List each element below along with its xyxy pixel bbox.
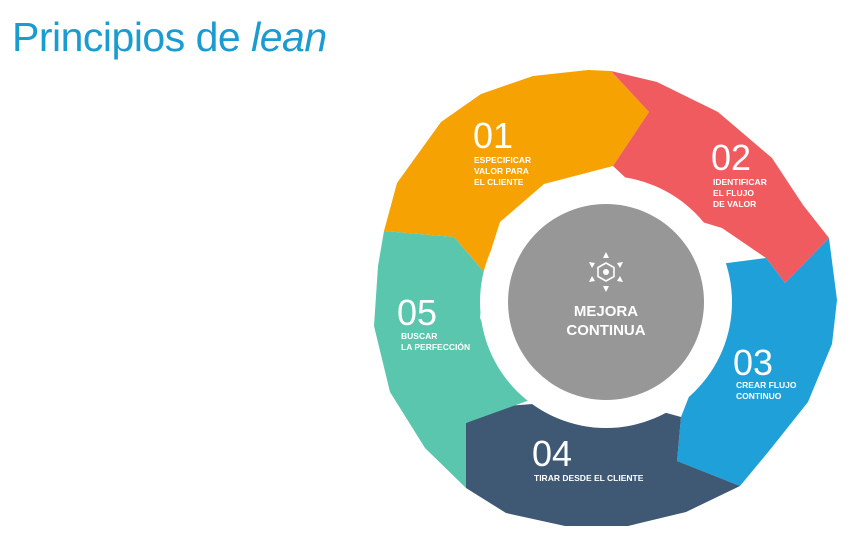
segment-02 xyxy=(611,71,829,283)
center-label-line2: CONTINUA xyxy=(566,322,645,339)
title-main: Principios de xyxy=(12,14,241,60)
center-label-line1: MEJORA xyxy=(574,303,638,320)
segment-01 xyxy=(384,70,649,272)
gear-cycle-icon xyxy=(589,252,623,292)
step-03-label-line2: CONTINUO xyxy=(736,391,782,401)
step-05-number: 05 xyxy=(397,292,437,333)
step-04-number: 04 xyxy=(532,433,572,474)
step-02-label-line3: DE VALOR xyxy=(713,199,756,209)
step-01-label-line3: EL CLIENTE xyxy=(474,177,524,187)
page-title: Principios de lean xyxy=(12,14,327,61)
step-02-label-line2: EL FLUJO xyxy=(713,188,754,198)
segment-04 xyxy=(466,403,740,526)
step-02-label-line1: IDENTIFICAR xyxy=(713,177,767,187)
step-04-label-line1: TIRAR DESDE EL CLIENTE xyxy=(534,473,644,483)
center-hub xyxy=(508,204,704,400)
step-03-number: 03 xyxy=(733,342,773,383)
step-01-label-line2: VALOR PARA xyxy=(474,166,529,176)
step-05-label-line2: LA PERFECCIÓN xyxy=(401,341,470,352)
step-05-label-line1: BUSCAR xyxy=(401,331,437,341)
title-emphasis: lean xyxy=(251,14,327,60)
step-01-number: 01 xyxy=(473,115,513,156)
step-01-label-line1: ESPECIFICAR xyxy=(474,155,531,165)
step-02-number: 02 xyxy=(711,137,751,178)
segment-05 xyxy=(374,231,530,488)
step-03-label-line1: CREAR FLUJO xyxy=(736,380,797,390)
